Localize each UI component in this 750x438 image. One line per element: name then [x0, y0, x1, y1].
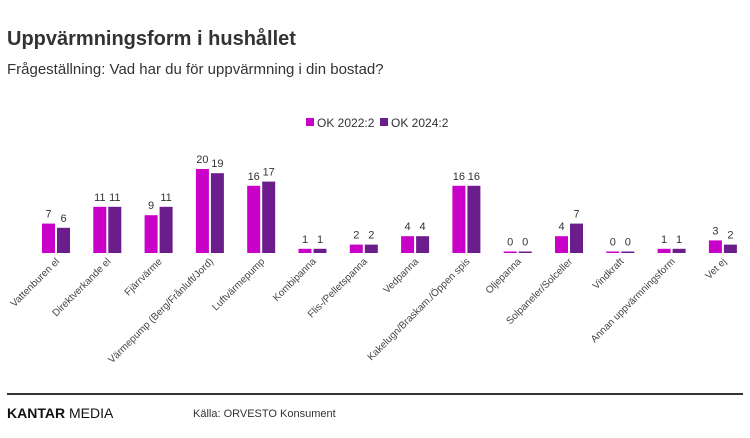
data-label: 2: [368, 230, 374, 242]
legend-label: OK 2022:2: [317, 116, 375, 130]
bar: [606, 251, 620, 253]
data-label: 1: [317, 234, 323, 246]
bar: [657, 248, 671, 253]
data-label: 4: [420, 221, 426, 233]
bar: [42, 223, 55, 253]
bar: [247, 185, 261, 253]
legend-label: OK 2024:2: [391, 116, 449, 130]
divider: [7, 393, 743, 395]
category-label: Kakelugn/Braskam./Öppen spis: [365, 256, 473, 364]
category-label: Vindkraft: [591, 256, 627, 292]
data-label: 4: [405, 221, 411, 233]
bar: [723, 244, 737, 253]
bar: [313, 248, 327, 253]
bar: [621, 251, 635, 253]
legend-swatch: [306, 118, 314, 126]
data-label: 11: [109, 192, 120, 204]
data-label: 9: [148, 200, 154, 212]
data-label: 2: [727, 230, 733, 242]
data-label: 7: [45, 209, 51, 221]
category-label: Vet ej: [704, 256, 729, 281]
data-label: 0: [610, 237, 616, 249]
data-label: 11: [160, 192, 171, 204]
page-title: Uppvärmningsform i hushållet: [7, 28, 296, 50]
category-label: Vedpanna: [382, 256, 422, 296]
page-subtitle: Frågeställning: Vad har du för uppvärmni…: [7, 61, 384, 78]
data-label: 11: [94, 192, 105, 204]
data-label: 1: [302, 234, 308, 246]
data-label: 0: [507, 237, 513, 249]
bar: [416, 236, 430, 253]
bar: [570, 223, 583, 253]
data-label: 0: [625, 237, 631, 249]
bar: [503, 251, 517, 253]
bar: [467, 185, 481, 253]
brand-bold: KANTAR: [7, 405, 66, 421]
data-label: 19: [211, 158, 223, 170]
data-label: 3: [712, 225, 718, 237]
bar: [159, 206, 173, 253]
bar: [144, 215, 158, 253]
bar: [452, 185, 466, 253]
data-label: 2: [353, 230, 359, 242]
bar: [108, 206, 122, 253]
category-label: Värmepump (Berg/Frånluft/Jord): [106, 256, 216, 366]
data-label: 4: [558, 221, 564, 233]
category-label: Annan uppvärmningsform: [589, 256, 678, 345]
bar: [672, 248, 686, 253]
bar: [57, 227, 70, 253]
bar: [262, 181, 276, 253]
data-label: 0: [522, 237, 528, 249]
category-label: Oljepanna: [484, 256, 524, 296]
data-label: 1: [676, 234, 682, 246]
bar: [708, 240, 722, 253]
bar: [555, 236, 568, 253]
category-label: Luftvärmepump: [210, 256, 267, 313]
category-label: Fjärrvärme: [123, 256, 165, 298]
bar: [518, 251, 532, 253]
legend-swatch: [380, 118, 388, 126]
category-label: Kombipanna: [271, 256, 319, 304]
data-label: 7: [573, 209, 579, 221]
bar: [93, 206, 107, 253]
brand-light: MEDIA: [65, 405, 114, 421]
bar: [210, 173, 224, 253]
data-label: 1: [661, 234, 667, 246]
category-label: Vattenburen el: [9, 256, 62, 309]
bar: [298, 248, 312, 253]
data-label: 6: [60, 213, 66, 225]
bar: [195, 169, 209, 253]
data-label: 16: [453, 171, 465, 183]
data-label: 16: [468, 171, 480, 183]
bar: [401, 236, 415, 253]
bar: [364, 244, 378, 253]
data-label: 16: [248, 171, 260, 183]
source-note: Källa: ORVESTO Konsument: [193, 408, 336, 420]
data-label: 17: [263, 167, 275, 179]
data-label: 20: [196, 154, 208, 166]
brand-logo: KANTAR MEDIA: [7, 405, 113, 421]
bar: [349, 244, 363, 253]
